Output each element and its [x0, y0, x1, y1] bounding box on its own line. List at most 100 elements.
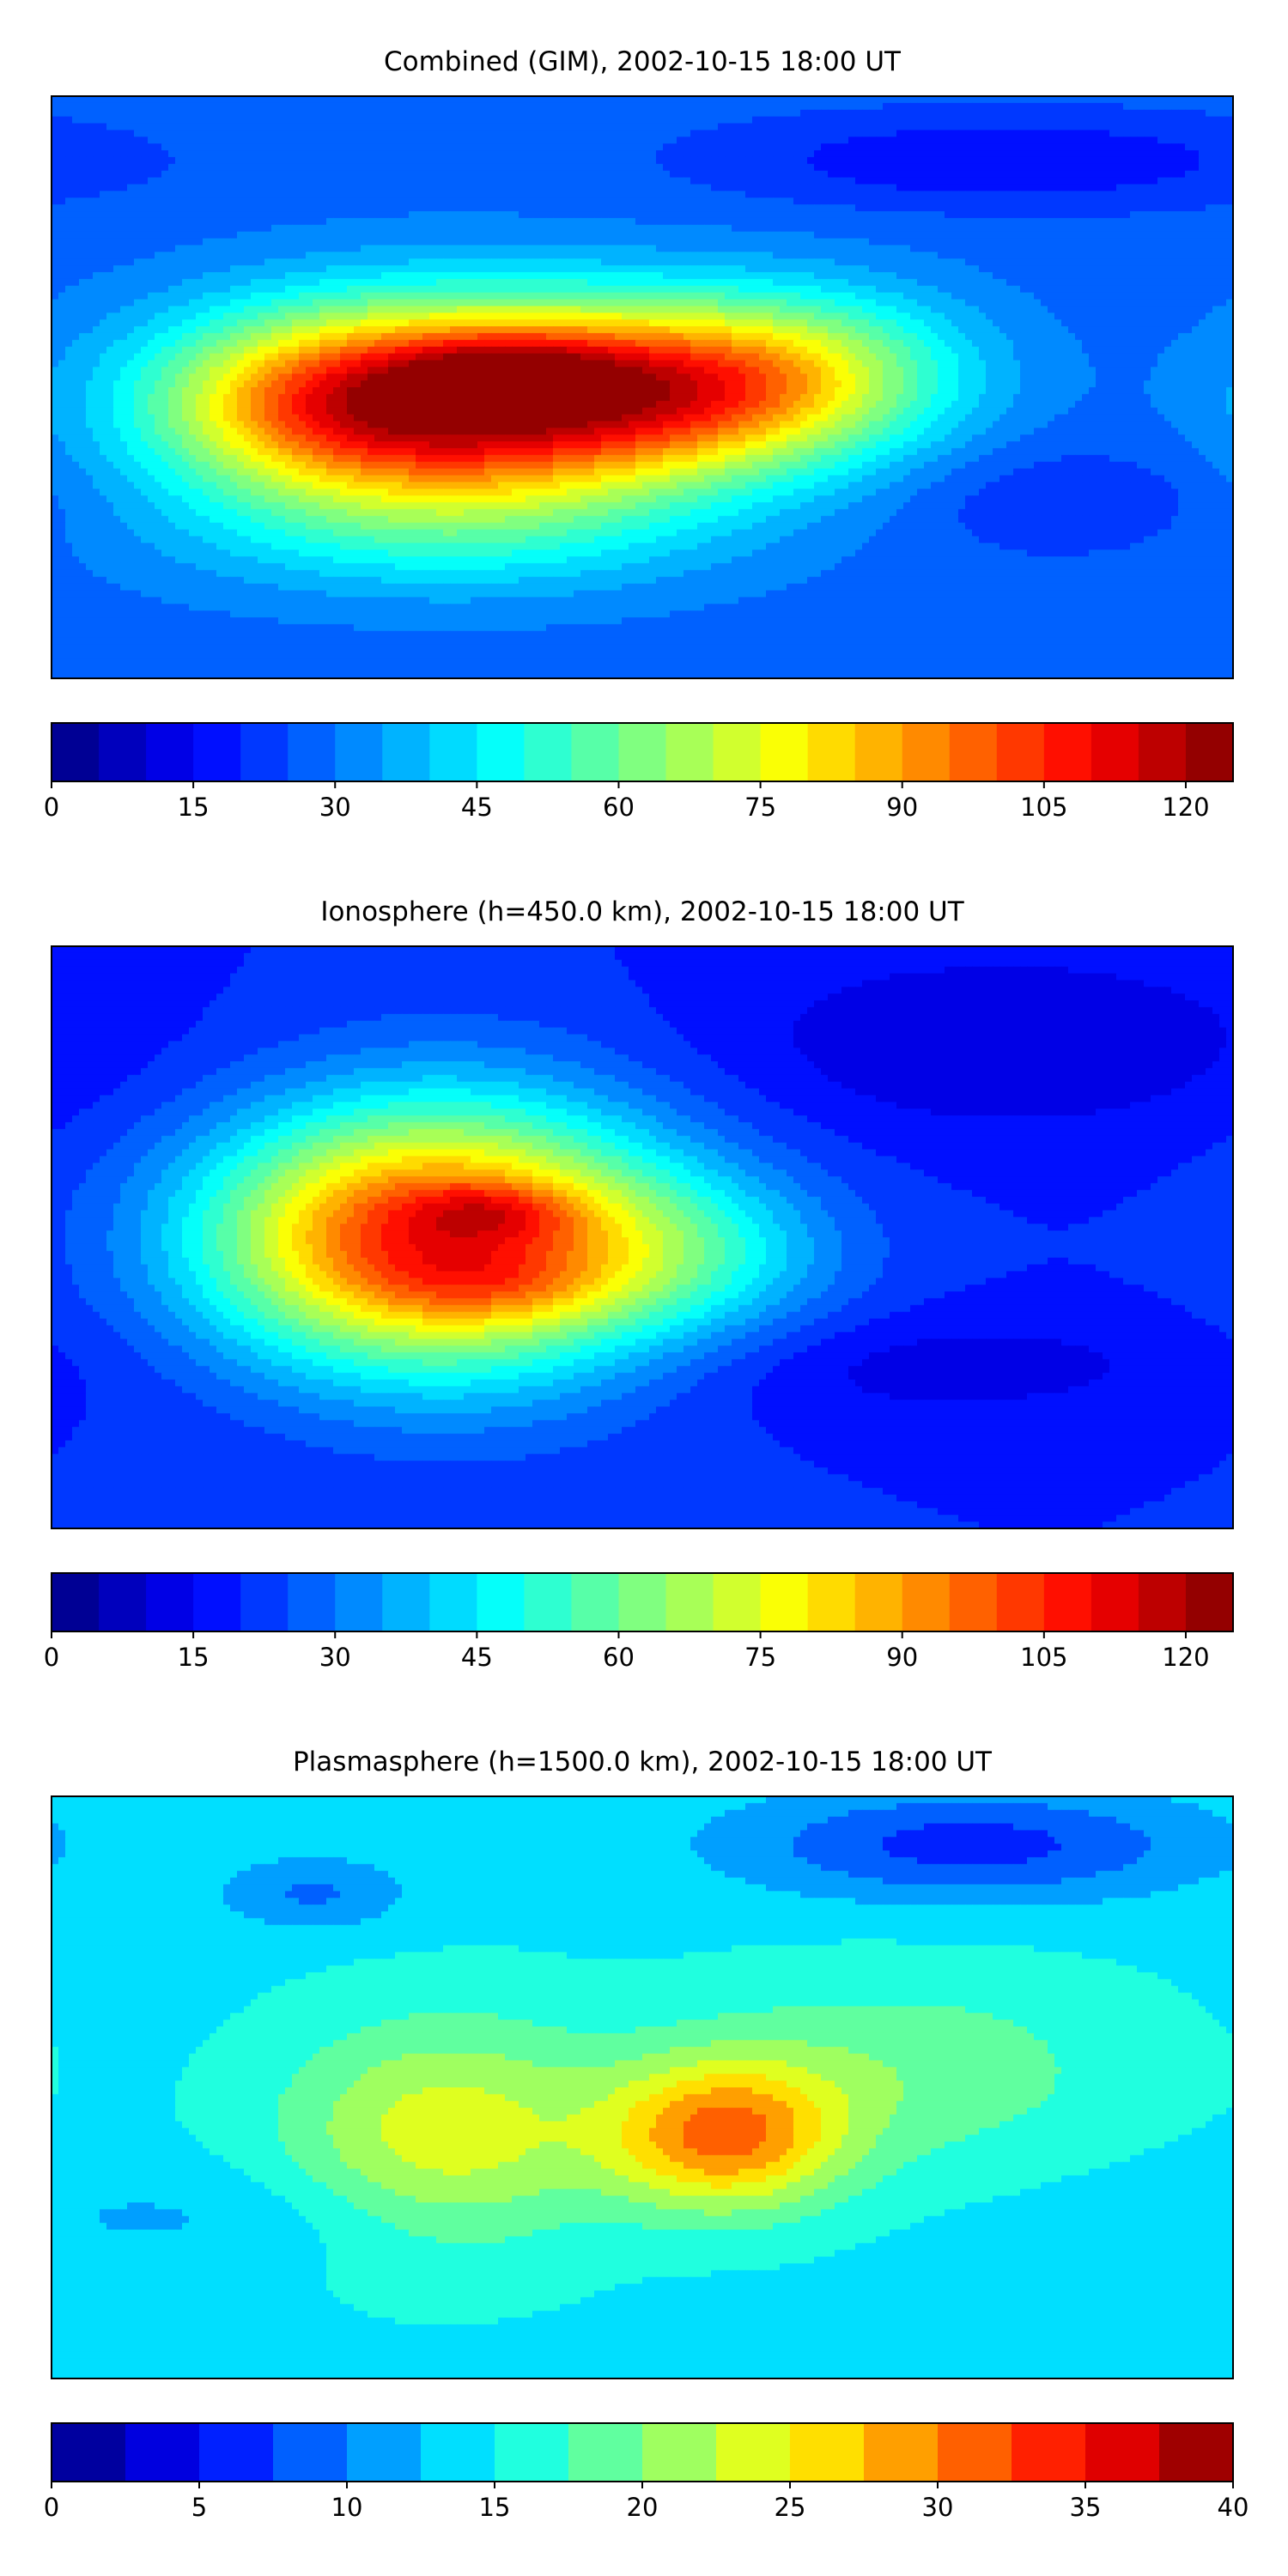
colorbar-swatch [1043, 723, 1092, 781]
colorbar-tick-label: 0 [44, 2493, 59, 2522]
colorbar-tick-label: 25 [775, 2493, 806, 2522]
colorbar-swatch [99, 1573, 147, 1631]
colorbar-tick-label: 5 [191, 2493, 207, 2522]
colorbar-frame [51, 722, 1234, 782]
colorbar-swatch [335, 1573, 383, 1631]
colorbar-swatch [1185, 1573, 1234, 1631]
colorbar-swatch [949, 723, 998, 781]
colorbar-swatch [240, 1573, 289, 1631]
panel-3-colorbar: 0 5 10 15 20 25 30 35 40 [44, 2422, 1249, 2522]
colorbar-tick-label: 30 [319, 793, 351, 822]
colorbar-swatch [902, 1573, 951, 1631]
colorbar-swatch [288, 1573, 336, 1631]
map-field [52, 96, 1233, 678]
panel-1-map [51, 95, 1234, 679]
colorbar-swatch [429, 723, 477, 781]
panel-1-title: Combined (GIM), 2002-10-15 18:00 UT [384, 46, 902, 77]
colorbar-swatch [571, 723, 619, 781]
colorbar-swatch [52, 1573, 100, 1631]
colorbar-swatch [760, 1573, 809, 1631]
colorbar-swatch [996, 1573, 1045, 1631]
colorbar-swatch [1159, 2423, 1234, 2482]
colorbar-tick-label: 35 [1070, 2493, 1102, 2522]
colorbar-swatch [146, 723, 194, 781]
colorbar-tick-label: 10 [331, 2493, 363, 2522]
colorbar-swatch [125, 2423, 200, 2482]
colorbar-swatch [1085, 2423, 1160, 2482]
colorbar-frame [51, 1572, 1234, 1632]
colorbar-tick-label: 60 [603, 1643, 635, 1672]
colorbar-swatch [854, 723, 903, 781]
colorbar-swatch [524, 723, 572, 781]
colorbar-tick-label: 15 [479, 2493, 511, 2522]
colorbar-swatch [421, 2423, 495, 2482]
colorbar-tick-label: 60 [603, 793, 635, 822]
colorbar-swatch [1012, 2423, 1086, 2482]
colorbar-tick-label: 90 [886, 1643, 918, 1672]
panel-3-title: Plasmasphere (h=1500.0 km), 2002-10-15 1… [293, 1747, 993, 1777]
colorbar-swatch [949, 1573, 998, 1631]
colorbar-swatch [996, 723, 1045, 781]
colorbar-swatch [618, 723, 667, 781]
colorbar-swatch [146, 1573, 194, 1631]
colorbar-swatch [1091, 1573, 1139, 1631]
colorbar-swatch [1091, 723, 1139, 781]
colorbar-swatch [52, 2423, 126, 2482]
colorbar-swatch [99, 723, 147, 781]
colorbar-swatch [1138, 723, 1187, 781]
colorbar-swatch [477, 1573, 525, 1631]
colorbar-swatch [524, 1573, 572, 1631]
colorbar-swatch [807, 723, 856, 781]
colorbar-tick-label: 30 [319, 1643, 351, 1672]
colorbar-tick-label: 120 [1162, 1643, 1209, 1672]
colorbar-tick-label: 40 [1218, 2493, 1249, 2522]
colorbar-swatch [477, 723, 525, 781]
colorbar-tick-label: 90 [886, 793, 918, 822]
map-field [52, 946, 1233, 1528]
colorbar-tick-label: 105 [1020, 793, 1067, 822]
colorbar-swatch [288, 723, 336, 781]
colorbar-swatch [199, 2423, 274, 2482]
colorbar-swatch [618, 1573, 667, 1631]
panel-1-colorbar: 0 15 30 45 60 75 90 105 120 [44, 722, 1234, 822]
colorbar-tick-label: 15 [178, 793, 210, 822]
colorbar-tick-label: 105 [1020, 1643, 1067, 1672]
colorbar-tick-label: 15 [178, 1643, 210, 1672]
colorbar-swatch [335, 723, 383, 781]
colorbar-swatch [193, 723, 241, 781]
colorbar-swatch [665, 723, 714, 781]
colorbar-swatch [716, 2423, 791, 2482]
colorbar-swatch [273, 2423, 348, 2482]
map-field [52, 1796, 1233, 2379]
colorbar-swatch [864, 2423, 939, 2482]
colorbar-tick-label: 75 [744, 1643, 776, 1672]
colorbar-tick-label: 45 [461, 1643, 493, 1672]
colorbar-swatch [571, 1573, 619, 1631]
colorbar-swatch [938, 2423, 1012, 2482]
colorbar-tick-label: 45 [461, 793, 493, 822]
map-frame [51, 1795, 1234, 2379]
colorbar-swatch [1185, 723, 1234, 781]
colorbar-swatch [568, 2423, 643, 2482]
colorbar-swatch [347, 2423, 422, 2482]
colorbar-swatch [902, 723, 951, 781]
colorbar-tick-label: 30 [922, 2493, 954, 2522]
map-frame [51, 945, 1234, 1529]
colorbar-swatch [713, 723, 762, 781]
colorbar-swatch [854, 1573, 903, 1631]
colorbar-swatch [1138, 1573, 1187, 1631]
colorbar-tick-label: 20 [627, 2493, 659, 2522]
map-frame [51, 95, 1234, 679]
panel-2-title: Ionosphere (h=450.0 km), 2002-10-15 18:0… [320, 896, 964, 927]
colorbar-swatch [240, 723, 289, 781]
colorbar-swatch [52, 723, 100, 781]
colorbar-swatch [665, 1573, 714, 1631]
colorbar-tick-label: 75 [744, 793, 776, 822]
colorbar-swatch [760, 723, 809, 781]
colorbar-swatch [382, 1573, 430, 1631]
colorbar-swatch [790, 2423, 865, 2482]
colorbar-swatch [807, 1573, 856, 1631]
panel-2-colorbar: 0 15 30 45 60 75 90 105 120 [44, 1572, 1234, 1672]
panel-3-map [51, 1795, 1234, 2379]
